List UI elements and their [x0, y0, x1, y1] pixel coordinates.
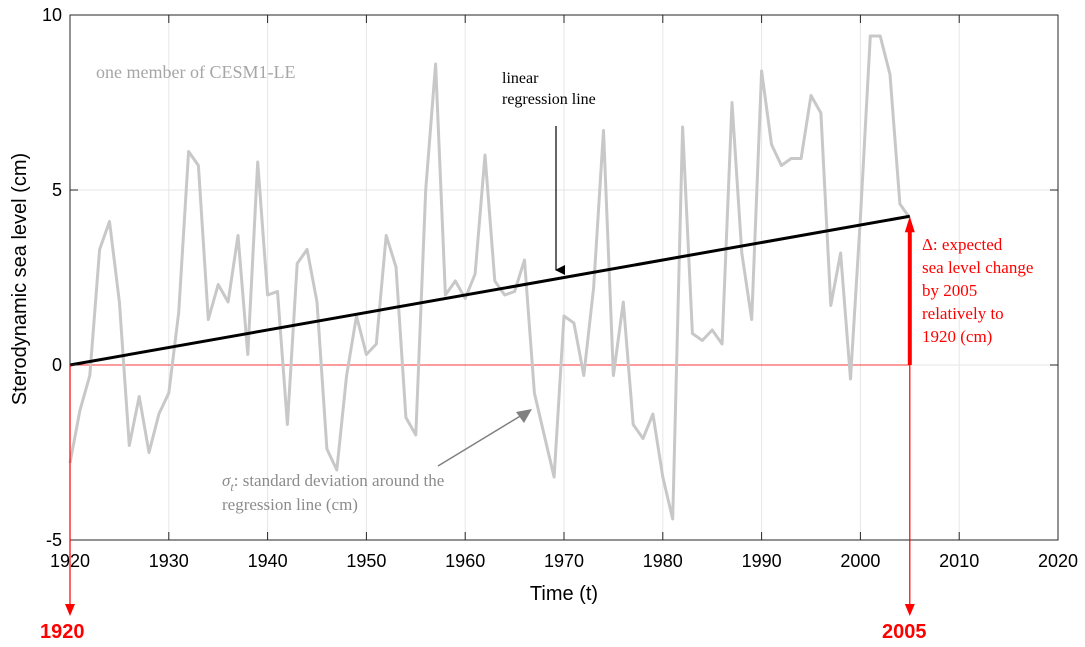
y-tick-label: 10	[42, 5, 62, 25]
x-tick-label: 2020	[1038, 551, 1078, 571]
y-axis-title: Sterodynamic sea level (cm)	[9, 153, 31, 405]
x-tick-label: 1970	[544, 551, 584, 571]
x-tick-label: 2010	[939, 551, 979, 571]
delta-label-line: 1920 (cm)	[922, 327, 992, 346]
sigma-label-line1: σt: standard deviation around the	[222, 471, 444, 494]
regression-layer	[69, 214, 911, 367]
start-year-label: 1920	[40, 621, 85, 643]
sigma-subscript: t	[230, 480, 234, 494]
x-tick-label: 1980	[643, 551, 683, 571]
y-tick-label: 0	[52, 355, 62, 375]
sigma-label-line2: regression line (cm)	[222, 495, 358, 514]
sea-level-series-line	[68, 34, 912, 521]
sigma-pointer-arrow-shaft	[437, 414, 523, 467]
sigma-pointer-arrow-head	[516, 409, 532, 423]
regression-label-line2: regression line	[502, 91, 596, 108]
member-label: one member of CESM1-LE	[96, 62, 295, 82]
x-tick-label: 1950	[346, 551, 386, 571]
delta-label-line: relatively to	[922, 304, 1004, 323]
x-tick-label: 1960	[445, 551, 485, 571]
delta-label-line: Δ: expected	[922, 235, 1003, 254]
y-tick-label: -5	[46, 530, 62, 550]
y-tick-label: 5	[52, 180, 62, 200]
annotations: one member of CESM1-LE linear regression…	[40, 62, 1033, 643]
x-tick-label: 2000	[840, 551, 880, 571]
delta-label-line: by 2005	[922, 281, 977, 300]
x-tick-label: 1930	[149, 551, 189, 571]
regression-line	[69, 214, 911, 367]
x-tick-label: 1990	[742, 551, 782, 571]
end-year-label: 2005	[882, 621, 927, 643]
delta-label: Δ: expected sea level change by 2005 relati…	[922, 235, 1033, 346]
start-year-arrow-head	[65, 604, 75, 616]
x-axis-title: Time (t)	[530, 583, 598, 605]
delta-label-line: sea level change	[922, 258, 1033, 277]
x-tick-label: 1940	[248, 551, 288, 571]
sigma-label-text: : standard deviation around the	[234, 471, 445, 490]
end-year-arrow-head	[904, 604, 915, 616]
sigma-symbol: σ	[222, 471, 231, 490]
series-layer	[68, 34, 912, 521]
axis-ticks: 1920 1930 1940 1950 1960 1970 1980 1990 2000 2010…	[42, 5, 1078, 571]
regression-label-line1: linear	[502, 70, 539, 87]
delta-arrow-head	[904, 216, 915, 233]
